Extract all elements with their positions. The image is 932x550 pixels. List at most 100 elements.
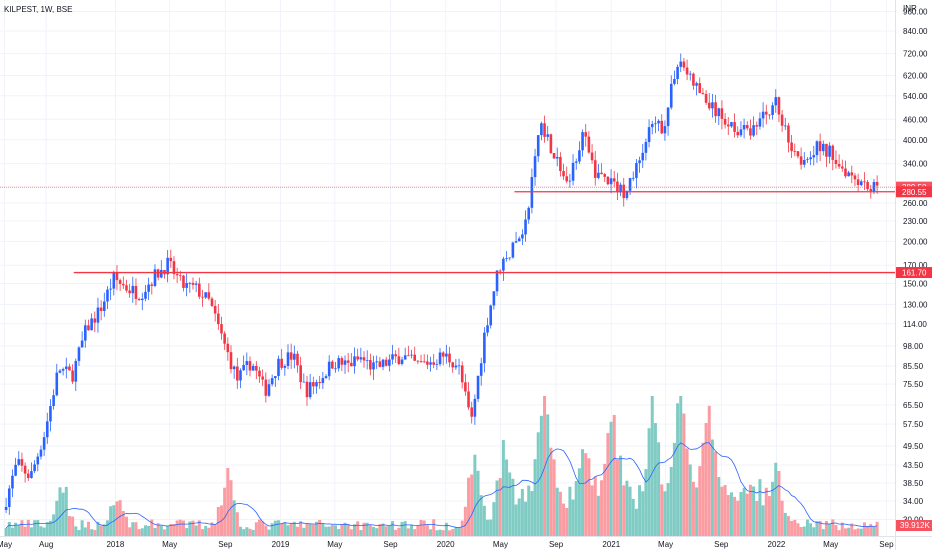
price-tick-label: 540.00	[903, 92, 928, 101]
candle-body	[400, 359, 404, 365]
candle-body	[283, 365, 287, 368]
candle-body	[641, 152, 645, 161]
volume-bar	[524, 501, 528, 536]
candle-body	[863, 181, 866, 183]
volume-bar	[454, 527, 458, 536]
time-tick-label: Sep	[383, 540, 398, 549]
candle-body	[679, 61, 683, 67]
price-tick-label: 34.00	[903, 497, 924, 506]
price-axis[interactable]: 960.00 840.00 720.00 620.00 540.00 460.00 400.…	[903, 7, 928, 524]
volume-bar	[315, 521, 319, 536]
volume-bar	[587, 458, 591, 536]
candle-body	[340, 358, 344, 365]
candle-body	[416, 360, 420, 362]
volume-bar	[406, 528, 410, 536]
time-axis[interactable]: May Aug 2018 May Sep 2019 May Sep 2020 May Sep 2021…	[0, 540, 894, 549]
volume-bar	[194, 525, 198, 536]
candle-body	[796, 151, 800, 157]
volume-bar	[299, 521, 303, 536]
volume-bar	[207, 527, 211, 536]
symbol-title: KILPEST, 1W, BSE	[4, 5, 72, 14]
candle-body	[55, 372, 59, 396]
volume-bar	[397, 527, 401, 536]
time-tick-label: Sep	[549, 540, 564, 549]
candle-body	[663, 126, 667, 134]
candle-body	[369, 360, 372, 370]
candle-body	[141, 298, 144, 301]
candle-body	[790, 142, 793, 152]
currency-label: INR	[903, 4, 917, 13]
volume-bar	[36, 520, 40, 536]
volume-bar	[511, 478, 515, 536]
time-tick-label: 2020	[437, 540, 455, 549]
volume-bar	[242, 529, 246, 536]
volume-bar	[720, 486, 724, 536]
volume-bar	[612, 414, 616, 536]
volume-bar	[786, 516, 790, 536]
candle-body	[242, 364, 245, 371]
price-level-tag-label: 161.70	[902, 269, 927, 278]
volume-bar	[429, 529, 433, 536]
volume-bar	[482, 505, 486, 536]
candle-body	[134, 285, 138, 299]
candle-body	[175, 274, 179, 276]
volume-bar	[869, 524, 873, 536]
volume-bar	[26, 519, 30, 536]
volume-bar	[4, 528, 8, 536]
candle-body	[559, 156, 562, 172]
candle-body	[508, 257, 512, 259]
volume-bar	[653, 423, 657, 536]
candle-body	[381, 359, 385, 367]
volume-bar	[824, 520, 828, 536]
candle-body	[45, 421, 49, 438]
candle-body	[666, 107, 670, 127]
candle-body	[109, 288, 112, 290]
volume-bar	[39, 526, 43, 536]
volume-bar	[346, 523, 350, 536]
volume-bar	[419, 519, 423, 536]
candle-body	[131, 285, 135, 294]
candle-body	[524, 219, 527, 235]
volume-bar	[660, 484, 664, 536]
candle-body	[669, 83, 673, 108]
candle-body	[530, 177, 534, 208]
volume-bar	[805, 519, 809, 536]
candle-body	[657, 120, 660, 124]
volume-bar	[169, 523, 173, 536]
candle-body	[280, 358, 283, 368]
volume-bar	[650, 396, 654, 536]
volume-bar	[777, 470, 781, 536]
volume-bar	[93, 529, 97, 536]
volume-bar	[492, 502, 496, 536]
volume-bar	[90, 529, 94, 536]
volume-bar	[828, 523, 832, 536]
price-tick-label: 38.50	[903, 479, 924, 488]
candle-body	[118, 280, 122, 284]
price-tick-label: 200.00	[903, 237, 928, 246]
volume-bar	[52, 514, 56, 536]
candle-body	[394, 354, 397, 357]
volume-bar	[330, 525, 334, 536]
candle-body	[486, 325, 489, 333]
candle-body	[115, 272, 119, 281]
candle-body	[64, 366, 68, 369]
candle-body	[736, 131, 740, 136]
candle-body	[422, 361, 426, 363]
candle-body	[359, 357, 363, 360]
candle-body	[169, 257, 173, 262]
volume-bar	[856, 528, 860, 536]
volume-bar	[872, 526, 876, 536]
candle-body	[606, 176, 610, 185]
candle-body	[555, 156, 559, 159]
candle-body	[612, 178, 616, 182]
volume-bar	[257, 519, 261, 536]
candle-body	[182, 275, 185, 288]
volume-bar	[501, 440, 505, 536]
candle-body	[581, 132, 584, 151]
volume-bar	[676, 403, 680, 536]
candle-body	[644, 142, 648, 153]
volume-bar	[571, 499, 575, 536]
candle-body	[267, 384, 271, 396]
